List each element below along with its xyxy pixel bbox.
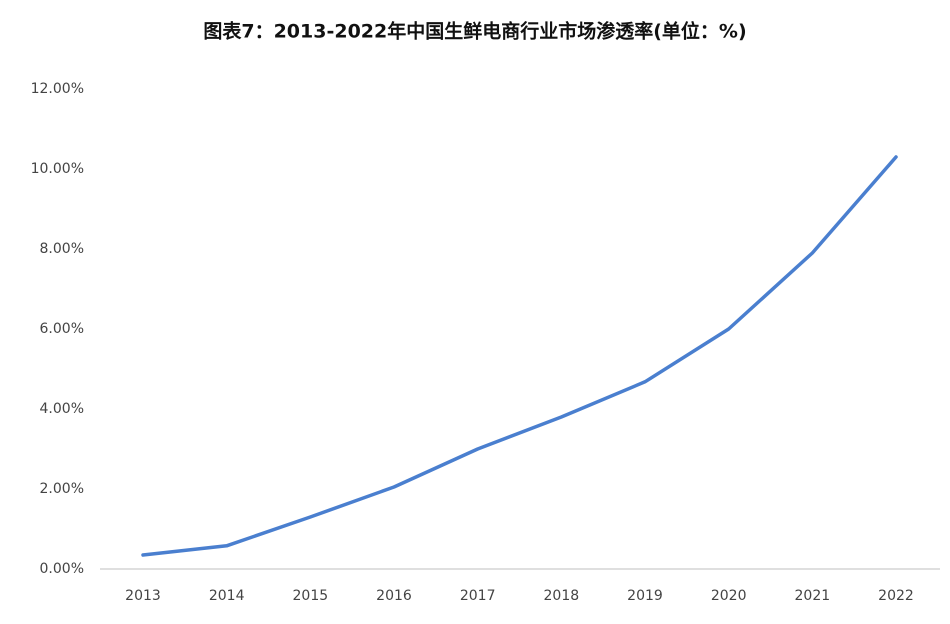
y-tick-label: 12.00% [31, 81, 84, 97]
x-tick-label: 2021 [795, 588, 831, 604]
x-tick-label: 2014 [209, 588, 245, 604]
x-tick-label: 2015 [293, 588, 329, 604]
x-tick-label: 2019 [627, 588, 663, 604]
data-line [141, 155, 898, 557]
y-tick-label: 0.00% [40, 561, 84, 577]
chart-title: 图表7：2013-2022年中国生鲜电商行业市场渗透率(单位：%) [203, 20, 746, 43]
x-tick-label: 2016 [376, 588, 412, 604]
x-tick-label: 2018 [544, 588, 580, 604]
y-tick-label: 6.00% [40, 321, 84, 337]
x-tick-label: 2020 [711, 588, 747, 604]
x-tick-label: 2022 [878, 588, 914, 604]
y-tick-label: 2.00% [40, 481, 84, 497]
x-tick-label: 2017 [460, 588, 496, 604]
y-tick-label: 8.00% [40, 241, 84, 257]
y-tick-label: 10.00% [31, 161, 84, 177]
y-tick-label: 4.00% [40, 401, 84, 417]
x-tick-label: 2013 [125, 588, 161, 604]
